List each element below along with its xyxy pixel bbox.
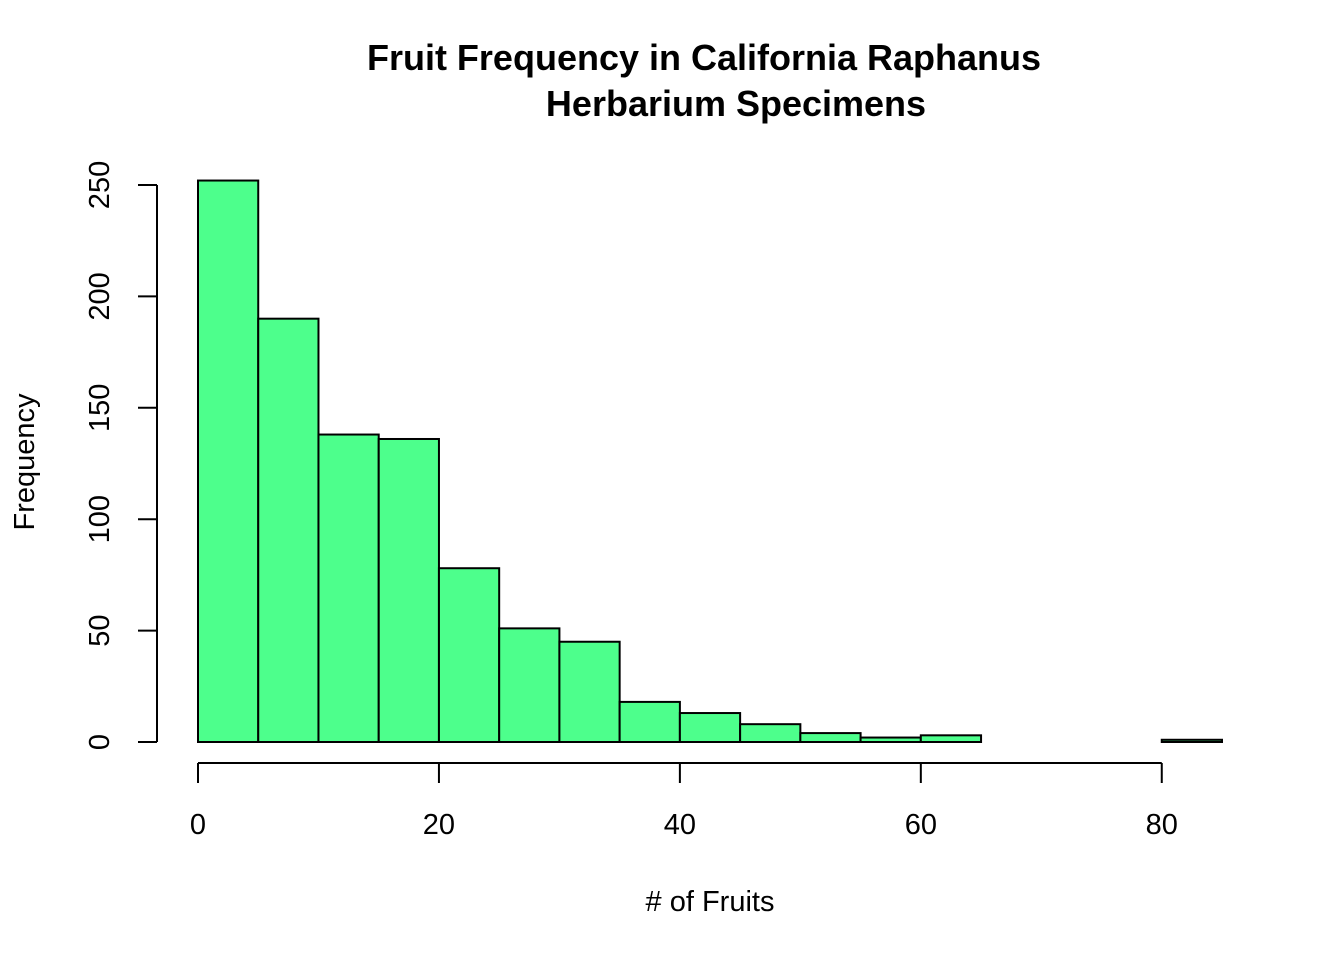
histogram-bar xyxy=(678,712,742,743)
chart-title-line-2: Herbarium Specimens xyxy=(546,83,926,124)
x-tick-label: 80 xyxy=(1146,809,1178,841)
histogram-bar xyxy=(618,700,681,744)
x-tick-label: 60 xyxy=(905,809,937,841)
histogram-bar xyxy=(257,317,320,743)
histogram-bars xyxy=(197,179,1224,744)
y-tick-label: 100 xyxy=(84,495,116,543)
y-tick-label: 50 xyxy=(84,614,116,646)
x-tick-label: 40 xyxy=(664,809,696,841)
x-tick-label: 0 xyxy=(190,809,206,841)
x-axis-label: # of Fruits xyxy=(646,886,775,918)
histogram-bar xyxy=(558,640,621,743)
histogram-bar xyxy=(317,433,380,743)
histogram-bar xyxy=(1160,738,1224,744)
histogram-bar xyxy=(799,732,862,744)
x-axis: 0 20 40 60 80 xyxy=(190,762,1178,841)
y-axis: 0 50 100 150 200 250 xyxy=(84,161,158,750)
x-tick-label: 20 xyxy=(423,809,455,841)
histogram-bar xyxy=(739,723,802,743)
y-tick-label: 250 xyxy=(84,161,116,209)
y-tick-label: 200 xyxy=(84,272,116,320)
y-tick-label: 150 xyxy=(84,384,116,432)
histogram-bar xyxy=(919,734,983,744)
histogram-bar xyxy=(498,627,561,743)
y-tick-label: 0 xyxy=(84,734,116,750)
histogram-bar xyxy=(437,567,501,743)
histogram-bar xyxy=(197,179,260,744)
histogram-bar xyxy=(377,437,440,743)
y-axis-label: Frequency xyxy=(9,393,41,531)
chart-title-line-1: Fruit Frequency in California Raphanus xyxy=(367,37,1041,78)
histogram-bar xyxy=(859,736,922,743)
